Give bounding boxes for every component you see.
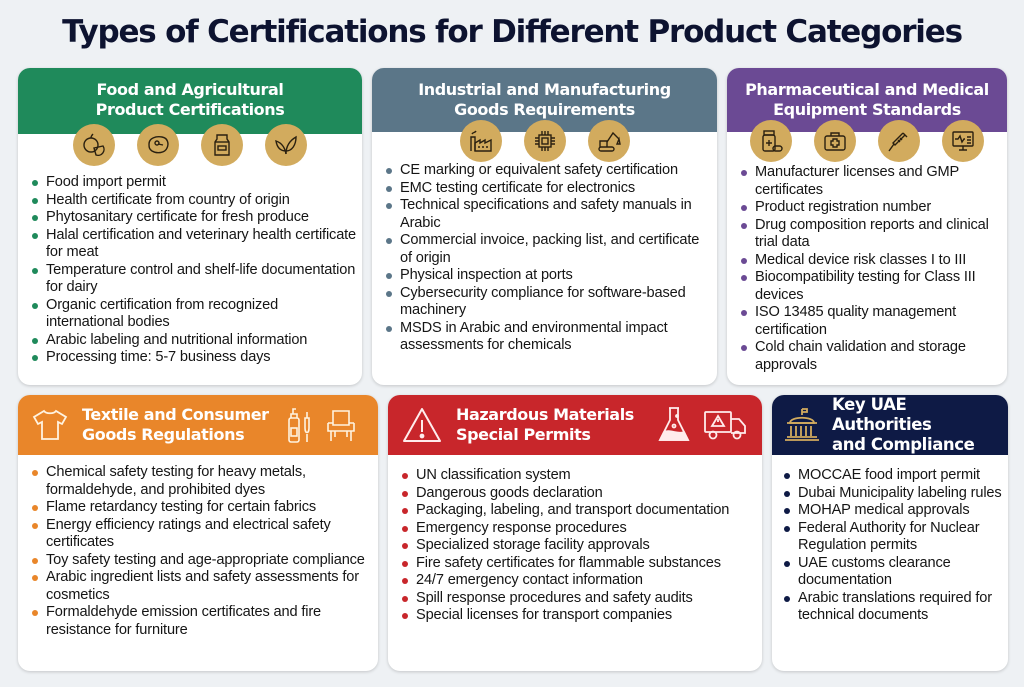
card-pharma-title-line1: Pharmaceutical and Medical	[745, 80, 989, 99]
list-item: EMC testing certificate for electronics	[382, 180, 714, 198]
hazard-truck-icon	[704, 411, 746, 440]
card-hazardous-header: Hazardous Materials Special Permits	[388, 395, 762, 455]
list-item: Arabic labeling and nutritional informat…	[28, 332, 358, 350]
list-item: UAE customs clearance documentation	[780, 555, 1006, 590]
list-item: Dangerous goods declaration	[398, 485, 760, 503]
card-textile-consumer: Textile and Consumer Goods Regulations C…	[18, 395, 378, 671]
list-item: MOHAP medical approvals	[780, 502, 1006, 520]
card-textile-title-line2: Goods Regulations	[82, 425, 245, 444]
card-authorities-header: Key UAE Authorities and Compliance	[772, 395, 1008, 455]
card-pharmaceutical-medical: Pharmaceutical and Medical Equipment Sta…	[727, 68, 1007, 385]
syringe-icon	[878, 120, 920, 162]
list-item: Commercial invoice, packing list, and ce…	[382, 232, 714, 267]
list-item: Special licenses for transport companies	[398, 607, 760, 625]
list-item: Chemical safety testing for heavy metals…	[28, 464, 374, 499]
card-authorities-title-line1: Key UAE Authorities	[832, 395, 932, 434]
list-item: Spill response procedures and safety aud…	[398, 590, 760, 608]
list-item: Cold chain validation and storage approv…	[737, 339, 1005, 374]
card-textile-header: Textile and Consumer Goods Regulations	[18, 395, 378, 455]
heart-monitor-icon	[942, 120, 984, 162]
list-item: Formaldehyde emission certificates and f…	[28, 604, 374, 639]
card-industrial-manufacturing: Industrial and Manufacturing Goods Requi…	[372, 68, 717, 385]
list-item: Processing time: 5-7 business days	[28, 349, 358, 367]
list-item: Packaging, labeling, and transport docum…	[398, 502, 760, 520]
list-item: Specialized storage facility approvals	[398, 537, 760, 555]
card-food-agricultural: Food and Agricultural Product Certificat…	[18, 68, 362, 385]
card-pharma-title-line2: Equipment Standards	[773, 100, 961, 119]
chair-icon	[326, 410, 355, 441]
list-item: 24/7 emergency contact information	[398, 572, 760, 590]
card-hazardous-materials: Hazardous Materials Special Permits UN c…	[388, 395, 762, 671]
list-item: ISO 13485 quality management certificati…	[737, 304, 1005, 339]
card-pharma-icons	[727, 120, 1007, 162]
card-authorities-list: MOCCAE food import permit Dubai Municipa…	[780, 467, 1006, 625]
card-industrial-icons	[372, 120, 717, 162]
list-item: Energy efficiency ratings and electrical…	[28, 517, 374, 552]
list-item: Physical inspection at ports	[382, 267, 714, 285]
list-item: Halal certification and veterinary healt…	[28, 227, 358, 262]
list-item: Drug composition reports and clinical tr…	[737, 217, 1005, 252]
milk-carton-icon	[201, 124, 243, 166]
card-food-list: Food import permit Health certificate fr…	[28, 174, 358, 367]
microchip-icon	[523, 120, 566, 162]
list-item: Organic certification from recognized in…	[28, 297, 358, 332]
list-item: MSDS in Arabic and environmental impact …	[382, 320, 714, 355]
list-item: Product registration number	[737, 199, 1005, 217]
card-food-title-line2: Product Certifications	[95, 100, 285, 119]
leaf-icon	[265, 124, 307, 166]
card-industrial-header: Industrial and Manufacturing Goods Requi…	[372, 68, 717, 132]
list-item: CE marking or equivalent safety certific…	[382, 162, 714, 180]
card-hazardous-title-line2: Special Permits	[456, 425, 591, 444]
t-shirt-icon	[32, 409, 68, 440]
card-food-title-line1: Food and Agricultural	[96, 80, 284, 99]
card-industrial-title-line2: Goods Requirements	[454, 100, 635, 119]
card-textile-title-line1: Textile and Consumer	[82, 405, 269, 424]
first-aid-kit-icon	[814, 120, 856, 162]
list-item: MOCCAE food import permit	[780, 467, 1006, 485]
list-item: Technical specifications and safety manu…	[382, 197, 714, 232]
list-item: Phytosanitary certificate for fresh prod…	[28, 209, 358, 227]
list-item: Arabic ingredient lists and safety asses…	[28, 569, 374, 604]
fruit-icon	[73, 124, 115, 166]
card-food-header: Food and Agricultural Product Certificat…	[18, 68, 362, 134]
card-hazardous-list: UN classification system Dangerous goods…	[398, 467, 760, 625]
list-item: Flame retardancy testing for certain fab…	[28, 499, 374, 517]
list-item: Temperature control and shelf-life docum…	[28, 262, 358, 297]
flask-icon	[658, 407, 690, 441]
excavator-icon	[587, 120, 630, 162]
list-item: Fire safety certificates for flammable s…	[398, 555, 760, 573]
card-industrial-list: CE marking or equivalent safety certific…	[382, 162, 714, 355]
list-item: Medical device risk classes I to III	[737, 252, 1005, 270]
card-hazardous-title-line1: Hazardous Materials	[456, 405, 634, 424]
warning-triangle-icon	[403, 408, 441, 442]
list-item: Manufacturer licenses and GMP certificat…	[737, 164, 1005, 199]
card-textile-list: Chemical safety testing for heavy metals…	[28, 464, 374, 639]
list-item: Dubai Municipality labeling rules	[780, 485, 1006, 503]
list-item: Emergency response procedures	[398, 520, 760, 538]
card-food-icons	[18, 124, 362, 166]
cosmetics-icon	[287, 408, 310, 443]
pill-bottle-icon	[750, 120, 792, 162]
list-item: Food import permit	[28, 174, 358, 192]
page-title: Types of Certifications for Different Pr…	[62, 14, 963, 50]
card-pharma-list: Manufacturer licenses and GMP certificat…	[737, 164, 1005, 374]
list-item: Health certificate from country of origi…	[28, 192, 358, 210]
list-item: UN classification system	[398, 467, 760, 485]
list-item: Biocompatibility testing for Class III d…	[737, 269, 1005, 304]
card-uae-authorities: Key UAE Authorities and Compliance MOCCA…	[772, 395, 1008, 671]
list-item: Federal Authority for Nuclear Regulation…	[780, 520, 1006, 555]
list-item: Cybersecurity compliance for software-ba…	[382, 285, 714, 320]
card-authorities-title-line2: and Compliance	[832, 435, 975, 454]
meat-icon	[137, 124, 179, 166]
list-item: Arabic translations required for technic…	[780, 590, 1006, 625]
factory-icon	[459, 120, 502, 162]
government-building-icon	[785, 408, 819, 441]
card-industrial-title-line1: Industrial and Manufacturing	[418, 80, 671, 99]
list-item: Toy safety testing and age-appropriate c…	[28, 552, 374, 570]
